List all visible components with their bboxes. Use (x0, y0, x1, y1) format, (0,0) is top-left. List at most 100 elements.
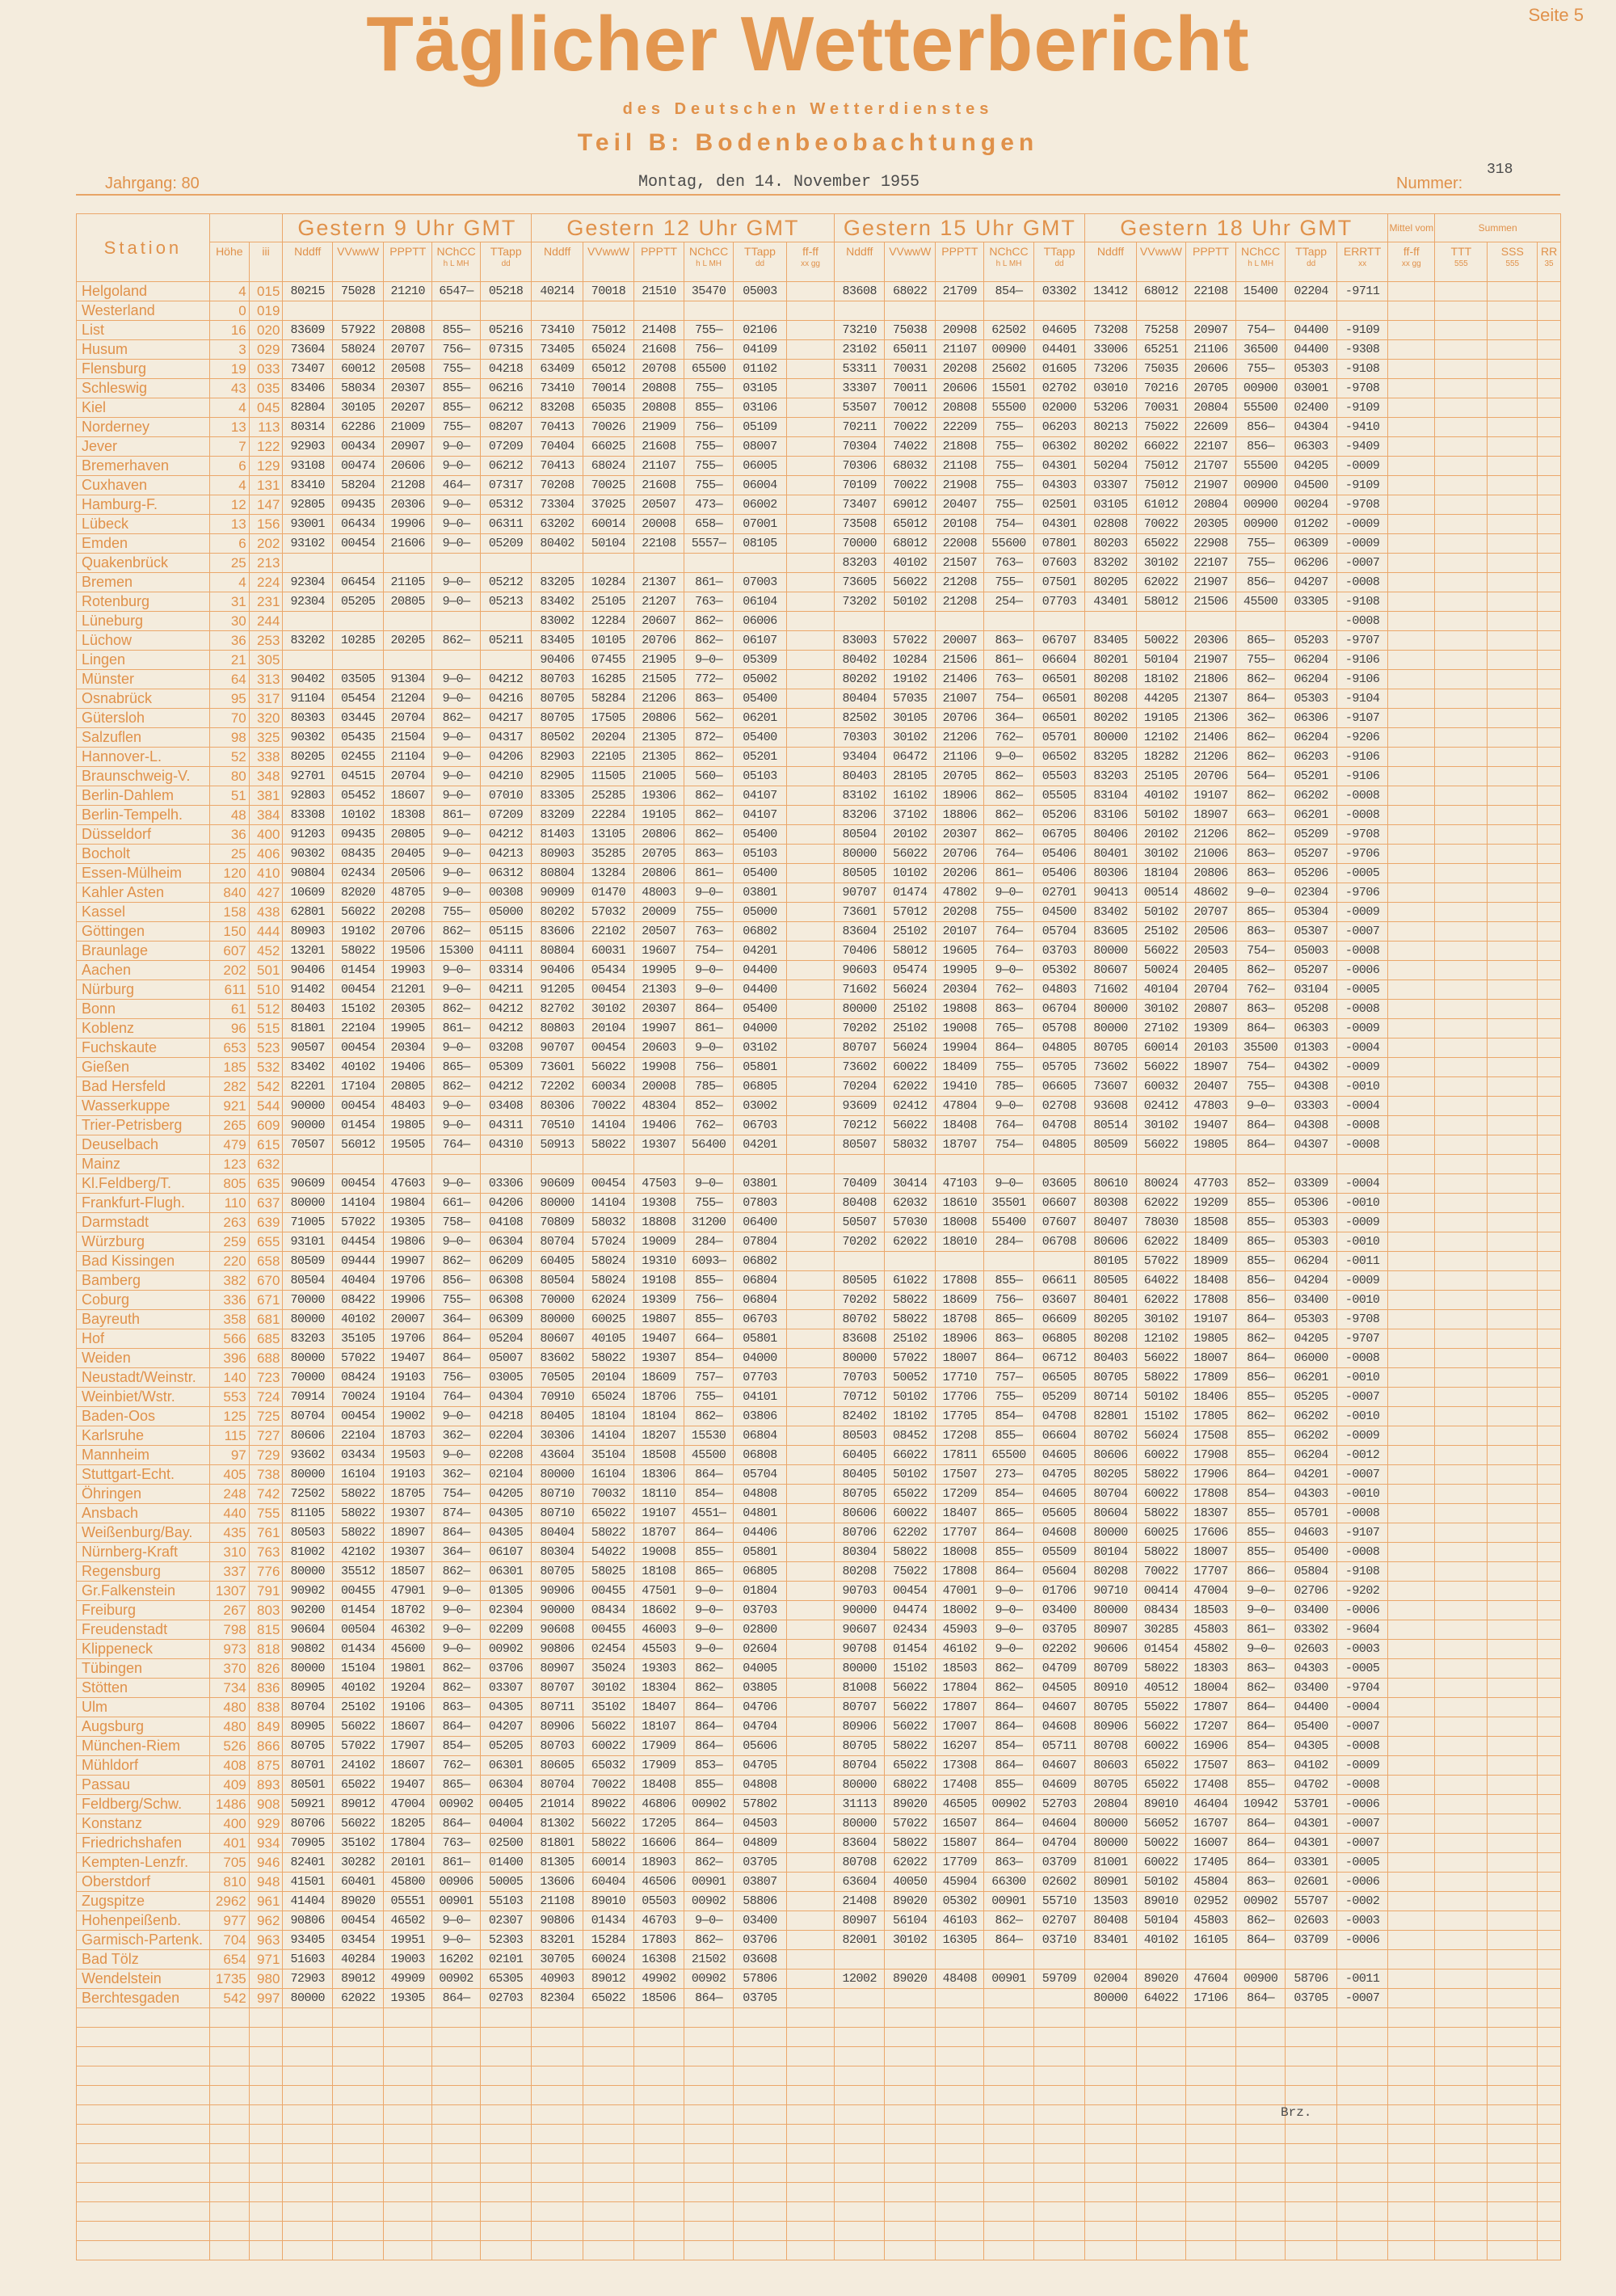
empty-cell (1537, 2027, 1562, 2047)
empty-cell (1285, 2027, 1337, 2047)
observation: 31200 (683, 1212, 734, 1232)
empty-cell (983, 2027, 1034, 2047)
observation: 65032 (582, 1755, 635, 1776)
empty-cell (383, 2124, 433, 2144)
empty-cell (479, 2046, 532, 2066)
observation: 47604 (1185, 1969, 1236, 1989)
field-name: TTapp (1043, 245, 1075, 258)
empty-cell (1434, 960, 1488, 980)
empty-cell (1387, 902, 1436, 922)
table-row: München-Riem 526 866 80705 57022 17907 854— 052… (76, 1736, 1562, 1756)
observation: 658— (683, 514, 734, 534)
station-height: 48 (208, 805, 250, 825)
station-height: 358 (208, 1309, 250, 1329)
observation: 19103 (383, 1464, 433, 1485)
empty-cell (282, 553, 333, 573)
empty-cell (884, 1988, 936, 2008)
observation: 05109 (733, 417, 787, 437)
empty-cell (1487, 979, 1538, 1000)
station-height: 653 (208, 1038, 250, 1058)
empty-cell (76, 2143, 210, 2163)
observation: 10102 (331, 805, 385, 825)
empty-cell (331, 2066, 385, 2086)
table-row: Wendelstein 1735 980 72903 89012 49909 00902 65… (76, 1969, 1562, 1989)
observation: 60405 (834, 1445, 886, 1465)
observation: 80406 (1084, 824, 1137, 845)
observation: 05306 (1285, 1193, 1337, 1213)
observation: 35102 (582, 1697, 635, 1717)
observation: -0009 (1336, 456, 1389, 476)
observation: 05400 (733, 824, 787, 845)
field-name: NChCC (436, 245, 476, 258)
station-name: Mannheim (76, 1445, 210, 1465)
observation: 9—0— (431, 979, 481, 1000)
empty-cell (1537, 1193, 1562, 1213)
observation: 03705 (733, 1988, 787, 2008)
observation: 02412 (1135, 1096, 1187, 1116)
observation: 65305 (479, 1969, 532, 1989)
table-row: Kempten-Lenzfr. 705 946 82401 30282 20101 861—… (76, 1852, 1562, 1873)
station-name: Stuttgart-Echt. (76, 1464, 210, 1485)
observation: 70109 (834, 475, 886, 495)
group-header: Gestern 12 Uhr GMT (531, 213, 835, 242)
table-row: Cuxhaven 4 131 83410 58204 21208 464— 07317 7020… (76, 475, 1562, 495)
station-id: 510 (248, 979, 284, 1000)
observation: 03709 (1033, 1852, 1086, 1873)
empty-cell (76, 2201, 210, 2222)
empty-cell (1487, 1678, 1538, 1698)
observation: 50052 (884, 1367, 936, 1388)
observation: 00204 (1285, 495, 1337, 515)
station-name: Klippeneck (76, 1639, 210, 1659)
observation: 755— (1235, 359, 1286, 379)
observation: 06703 (733, 1309, 787, 1329)
observation: 21606 (383, 533, 433, 554)
observation: 20706 (935, 844, 985, 864)
empty-cell (785, 844, 835, 864)
observation: 18304 (633, 1678, 684, 1698)
observation: -9708 (1336, 1309, 1389, 1329)
empty-cell (208, 2027, 250, 2047)
observation: 17706 (935, 1387, 985, 1407)
observation: 80905 (282, 1678, 333, 1698)
observation: 91205 (531, 979, 583, 1000)
observation: 20606 (935, 378, 985, 398)
observation: 80205 (1084, 1464, 1137, 1485)
observation: 40512 (1135, 1678, 1187, 1698)
observation: 70031 (884, 359, 936, 379)
observation: 93404 (834, 747, 886, 767)
observation: 70413 (531, 417, 583, 437)
empty-cell (76, 2046, 210, 2066)
observation: 62502 (983, 320, 1034, 340)
observation: 73604 (282, 339, 333, 360)
observation: -9107 (1336, 708, 1389, 728)
empty-cell (1537, 2007, 1562, 2028)
empty-cell (1487, 320, 1538, 340)
observation: 20907 (383, 436, 433, 457)
observation: 83202 (282, 630, 333, 651)
empty-cell (935, 2143, 985, 2163)
observation: 80208 (1084, 1561, 1137, 1582)
empty-cell (479, 650, 532, 670)
observation: 21306 (1185, 708, 1236, 728)
observation: 53507 (834, 398, 886, 418)
observation: 755— (983, 436, 1034, 457)
observation: 19105 (633, 805, 684, 825)
observation: 21201 (383, 979, 433, 1000)
observation: 9—0— (1235, 883, 1286, 903)
observation: 9—0— (431, 1038, 481, 1058)
observation: 18508 (633, 1445, 684, 1465)
empty-cell (582, 2163, 635, 2183)
empty-cell (1434, 1523, 1488, 1543)
table-row: Neustadt/Weinstr. 140 723 70000 08424 19103 75… (76, 1367, 1562, 1388)
empty-cell (683, 2240, 734, 2260)
observation: 17104 (331, 1076, 385, 1097)
empty-cell (531, 2182, 583, 2202)
empty-cell (1537, 1988, 1562, 2008)
empty-cell (1387, 999, 1436, 1019)
empty-cell (935, 1949, 985, 1970)
observation: 362— (431, 1464, 481, 1485)
observation: 05704 (1033, 921, 1086, 942)
observation: 20208 (935, 359, 985, 379)
observation: 19307 (383, 1503, 433, 1523)
empty-cell (1336, 2201, 1389, 2222)
